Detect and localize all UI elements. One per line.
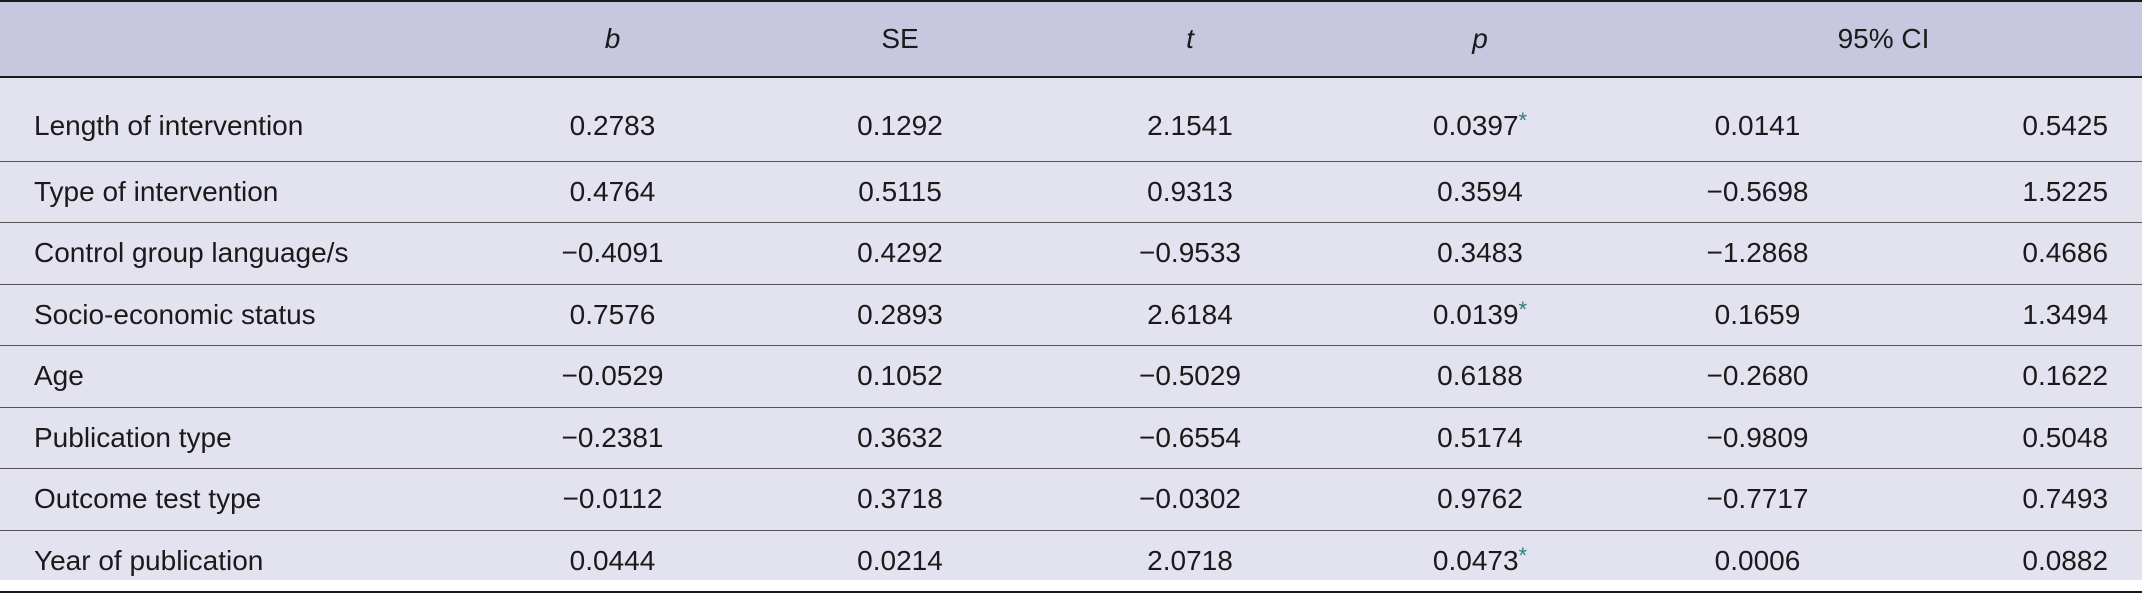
cell-t: −0.0302 xyxy=(1139,483,1241,515)
cell-p: 0.0473* xyxy=(1335,530,1625,592)
p-value: 0.9762 xyxy=(1437,483,1523,515)
cell-ci-lower: 0.1659 xyxy=(1714,298,1801,330)
header-t: t xyxy=(1045,0,1335,78)
cell-p: 0.3483 xyxy=(1335,223,1625,285)
cell-t: −0.6554 xyxy=(1139,421,1241,453)
cell-t: 2.6184 xyxy=(1147,298,1233,330)
cell-t: 2.0718 xyxy=(1147,544,1233,576)
cell-b: −0.4091 xyxy=(561,237,664,269)
cell-b: 0.2783 xyxy=(569,110,656,142)
row-label: Type of intervention xyxy=(34,175,279,207)
table-row: Type of intervention 0.4764 0.5115 0.931… xyxy=(0,161,2142,223)
p-value: 0.6188 xyxy=(1437,360,1523,392)
p-value: 0.5174 xyxy=(1437,421,1523,453)
cell-se: 0.0214 xyxy=(857,544,943,576)
cell-se: 0.1292 xyxy=(857,110,943,142)
p-value: 0.0139 xyxy=(1432,298,1519,330)
table-row: Age −0.0529 0.1052 −0.5029 0.6188 −0.268… xyxy=(0,346,2142,408)
header-p: p xyxy=(1335,0,1625,78)
row-label: Outcome test type xyxy=(34,483,262,515)
row-label: Length of intervention xyxy=(34,110,304,142)
cell-ci-upper: 0.1622 xyxy=(2022,360,2109,392)
cell-ci-upper: 1.3494 xyxy=(2022,298,2109,330)
table-header-row: b SE t p 95% CI xyxy=(0,0,2142,78)
significance-marker: * xyxy=(1518,542,1528,568)
cell-b: −0.2381 xyxy=(561,421,664,453)
row-label: Control group language/s xyxy=(34,237,349,269)
header-empty xyxy=(0,0,470,78)
table-row: Control group language/s −0.4091 0.4292 … xyxy=(0,223,2142,285)
cell-ci-lower: −0.5698 xyxy=(1706,175,1809,207)
row-label: Year of publication xyxy=(34,544,264,576)
table-row: Outcome test type −0.0112 0.3718 −0.0302… xyxy=(0,469,2142,531)
p-value: 0.0473 xyxy=(1432,544,1519,576)
row-label: Publication type xyxy=(34,421,232,453)
cell-p: 0.3594 xyxy=(1335,161,1625,223)
row-label: Socio-economic status xyxy=(34,298,316,330)
cell-t: −0.9533 xyxy=(1139,237,1241,269)
cell-ci-upper: 1.5225 xyxy=(2022,175,2109,207)
cell-ci-lower: 0.0006 xyxy=(1714,544,1801,576)
cell-t: 2.1541 xyxy=(1147,110,1233,142)
header-95ci: 95% CI xyxy=(1625,0,2142,78)
cell-ci-upper: 0.5425 xyxy=(2022,110,2109,142)
cell-ci-upper: 0.5048 xyxy=(2022,421,2109,453)
cell-p: 0.6188 xyxy=(1335,346,1625,408)
cell-ci-lower: 0.0141 xyxy=(1714,110,1801,142)
cell-p: 0.9762 xyxy=(1335,469,1625,531)
cell-ci-upper: 0.0882 xyxy=(2022,544,2109,576)
cell-b: 0.4764 xyxy=(569,175,656,207)
significance-marker: * xyxy=(1518,108,1528,134)
cell-ci-lower: −1.2868 xyxy=(1706,237,1809,269)
cell-ci-lower: −0.2680 xyxy=(1706,360,1809,392)
table-row: Year of publication 0.0444 0.0214 2.0718… xyxy=(0,530,2142,592)
header-b: b xyxy=(470,0,755,78)
cell-se: 0.3632 xyxy=(857,421,943,453)
cell-ci-lower: −0.9809 xyxy=(1706,421,1809,453)
cell-t: 0.9313 xyxy=(1147,175,1233,207)
cell-p: 0.5174 xyxy=(1335,407,1625,469)
cell-b: 0.7576 xyxy=(569,298,656,330)
cell-b: −0.0112 xyxy=(562,483,663,515)
cell-se: 0.1052 xyxy=(857,360,943,392)
cell-b: −0.0529 xyxy=(561,360,664,392)
cell-se: 0.3718 xyxy=(857,483,943,515)
significance-marker: * xyxy=(1518,296,1528,322)
cell-p: 0.0397* xyxy=(1335,77,1625,161)
cell-b: 0.0444 xyxy=(569,544,656,576)
cell-ci-lower: −0.7717 xyxy=(1706,483,1809,515)
table-row: Length of intervention 0.2783 0.1292 2.1… xyxy=(0,77,2142,161)
cell-se: 0.2893 xyxy=(857,298,943,330)
p-value: 0.3483 xyxy=(1437,237,1523,269)
row-label: Age xyxy=(34,360,84,392)
cell-se: 0.4292 xyxy=(857,237,943,269)
cell-se: 0.5115 xyxy=(858,175,942,207)
p-value: 0.3594 xyxy=(1437,175,1523,207)
table-row: Publication type −0.2381 0.3632 −0.6554 … xyxy=(0,407,2142,469)
p-value: 0.0397 xyxy=(1432,110,1519,142)
cell-p: 0.0139* xyxy=(1335,284,1625,346)
header-se: SE xyxy=(755,0,1045,78)
table-row: Socio-economic status 0.7576 0.2893 2.61… xyxy=(0,284,2142,346)
cell-ci-upper: 0.4686 xyxy=(2022,237,2109,269)
cell-t: −0.5029 xyxy=(1139,360,1241,392)
cell-ci-upper: 0.7493 xyxy=(2022,483,2109,515)
